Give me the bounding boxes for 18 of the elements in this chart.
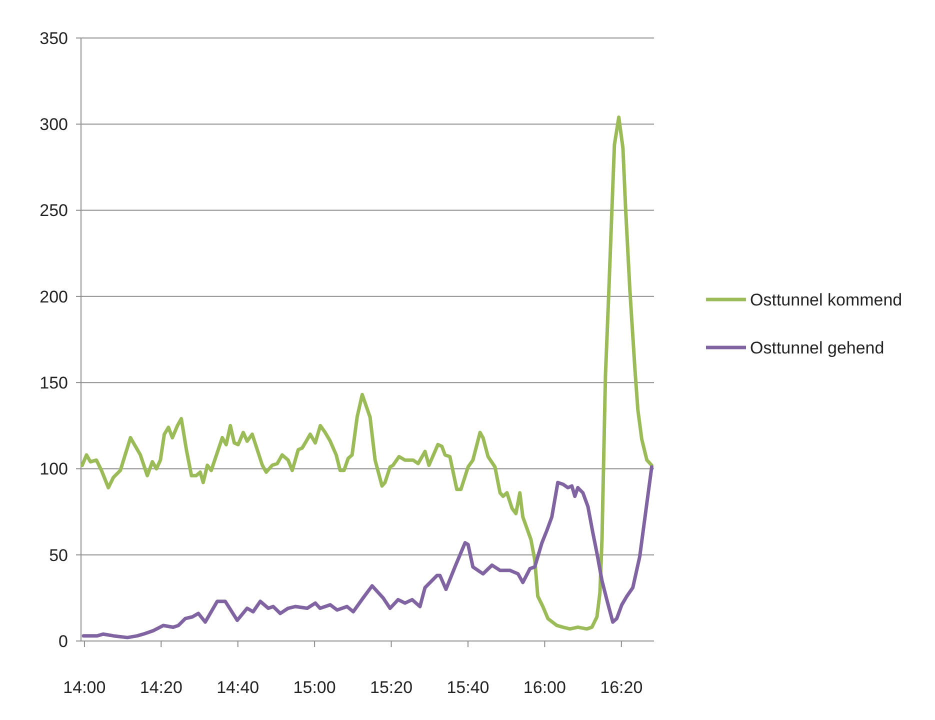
y-tick-label: 0 — [58, 632, 68, 651]
y-tick-label: 250 — [40, 201, 68, 220]
y-tick-label: 300 — [40, 115, 68, 134]
x-tick-label: 15:20 — [370, 678, 413, 697]
x-tick-label: 14:00 — [63, 678, 106, 697]
x-tick-label: 16:00 — [523, 678, 566, 697]
legend-label: Osttunnel kommend — [750, 290, 902, 310]
x-tick-label: 15:00 — [293, 678, 336, 697]
y-tick-label: 100 — [40, 460, 68, 479]
y-tick-label: 200 — [40, 287, 68, 306]
x-tick-label: 15:40 — [446, 678, 490, 697]
y-tick-label: 50 — [49, 546, 68, 565]
y-tick-label: 350 — [40, 28, 68, 48]
x-tick-label: 14:40 — [216, 678, 260, 697]
x-tick-label: 14:20 — [140, 678, 182, 697]
legend-label: Osttunnel gehend — [750, 338, 884, 358]
x-tick-label: 16:20 — [600, 678, 643, 697]
y-tick-label: 150 — [40, 374, 68, 393]
